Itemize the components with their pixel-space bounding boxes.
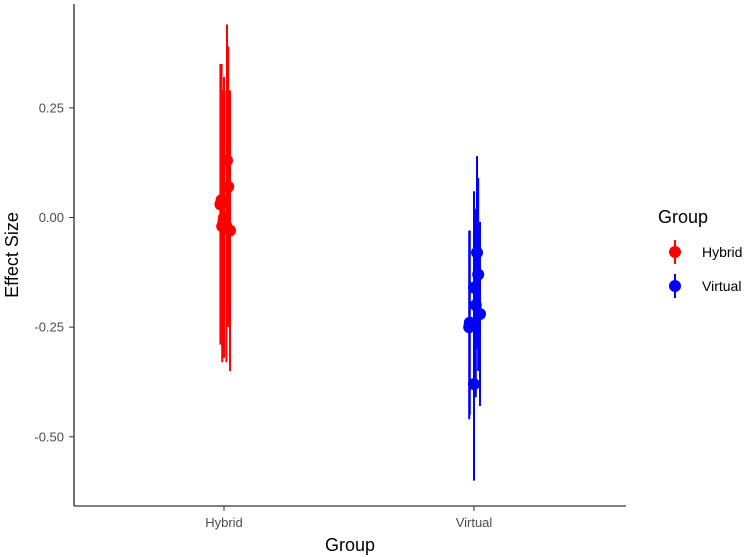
data-point — [215, 193, 228, 206]
legend-entries: Hybrid Virtual — [669, 240, 742, 298]
data-point — [224, 224, 236, 237]
data-point — [463, 316, 476, 329]
plot-area: 0.25 0.00 -0.25 -0.50 Hybrid Virtual — [34, 4, 626, 530]
data-point — [468, 281, 480, 294]
data-point — [471, 246, 483, 259]
y-axis-ticks: 0.25 0.00 -0.25 -0.50 — [34, 100, 74, 444]
legend: Group Hybrid Virtual — [658, 207, 742, 298]
legend-title: Group — [658, 207, 708, 227]
legend-label: Virtual — [702, 278, 741, 294]
chart-marks — [214, 24, 486, 481]
x-axis-ticks: Hybrid Virtual — [205, 506, 492, 530]
x-tick-label: Hybrid — [205, 515, 243, 530]
x-axis-title: Group — [325, 535, 375, 555]
series-virtual — [463, 156, 486, 481]
y-tick-label: -0.50 — [34, 429, 64, 444]
y-tick-label: -0.25 — [34, 320, 64, 335]
data-point — [472, 268, 485, 281]
legend-entry-virtual: Virtual — [669, 274, 741, 298]
legend-key-dot — [669, 280, 681, 292]
y-tick-label: 0.25 — [39, 100, 64, 115]
y-axis-title: Effect Size — [2, 212, 22, 298]
legend-entry-hybrid: Hybrid — [669, 240, 742, 264]
data-point — [468, 378, 480, 391]
data-point — [221, 154, 233, 167]
legend-key-dot — [669, 246, 681, 258]
x-tick-label: Virtual — [456, 515, 493, 530]
y-tick-label: 0.00 — [39, 210, 64, 225]
legend-label: Hybrid — [702, 244, 742, 260]
series-hybrid — [214, 24, 236, 371]
data-point — [474, 307, 486, 320]
data-point — [222, 180, 235, 193]
